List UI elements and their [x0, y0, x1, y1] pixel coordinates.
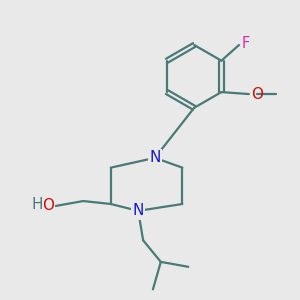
Text: F: F — [242, 37, 250, 52]
Text: N: N — [149, 150, 160, 165]
Text: H: H — [32, 197, 43, 212]
Text: O: O — [42, 198, 54, 213]
Text: O: O — [251, 87, 263, 102]
Text: N: N — [133, 203, 144, 218]
